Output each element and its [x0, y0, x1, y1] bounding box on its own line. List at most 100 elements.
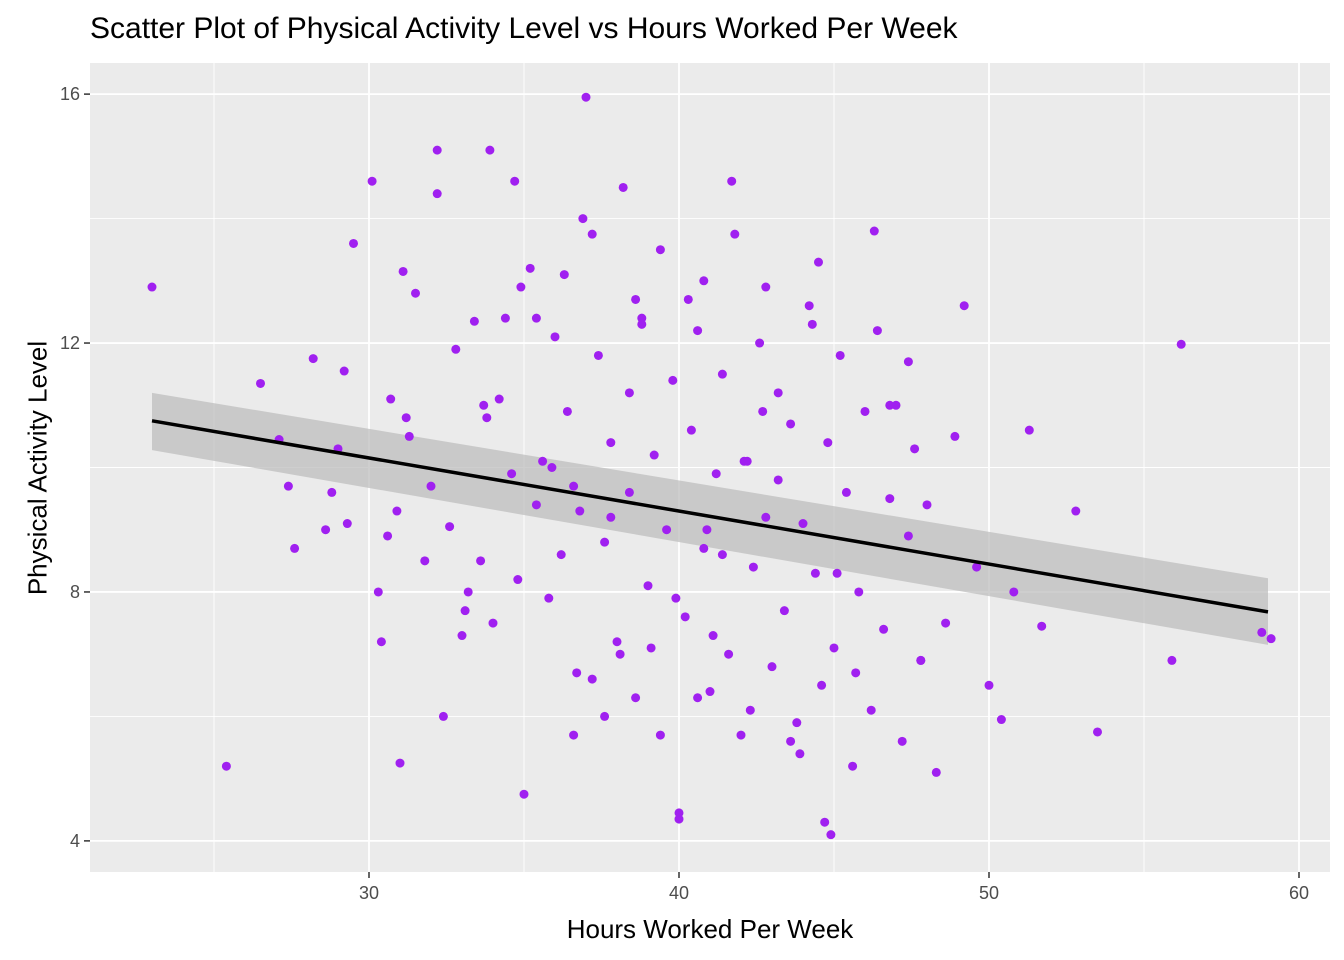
data-point	[516, 282, 526, 292]
data-point	[612, 637, 622, 647]
data-point	[903, 357, 913, 367]
data-point	[308, 354, 318, 364]
data-point	[674, 808, 684, 818]
data-point	[736, 730, 746, 740]
data-point	[615, 649, 625, 659]
data-point	[724, 649, 734, 659]
data-point	[569, 730, 579, 740]
data-point	[767, 662, 777, 672]
data-point	[587, 229, 597, 239]
data-point	[795, 749, 805, 759]
data-point	[708, 631, 718, 641]
data-point	[531, 500, 541, 510]
y-axis-ticks: 4 8 12 16	[60, 84, 90, 851]
data-point	[432, 189, 442, 199]
data-point	[832, 568, 842, 578]
data-point	[786, 736, 796, 746]
data-point	[476, 556, 486, 566]
data-point	[587, 674, 597, 684]
data-point	[683, 294, 693, 304]
data-point	[885, 494, 895, 504]
data-point	[646, 643, 656, 653]
data-point	[593, 350, 603, 360]
data-point	[711, 469, 721, 479]
data-point	[488, 618, 498, 628]
data-point	[885, 400, 895, 410]
data-point	[547, 463, 557, 472]
data-point	[693, 693, 703, 703]
data-point	[851, 668, 861, 678]
data-point	[1093, 727, 1102, 737]
x-tick-label: 40	[669, 883, 689, 903]
data-point	[841, 487, 851, 497]
data-point	[559, 270, 569, 280]
data-point	[383, 531, 393, 541]
x-tick-label: 60	[1289, 883, 1309, 903]
trend-line	[151, 419, 1269, 614]
data-point	[256, 378, 265, 388]
data-point	[872, 326, 882, 336]
data-point	[668, 375, 678, 385]
data-point	[810, 568, 820, 578]
data-point	[745, 705, 755, 715]
data-point	[1037, 621, 1047, 631]
data-point	[544, 593, 554, 603]
y-tick-label: 8	[70, 582, 80, 602]
data-point	[755, 338, 765, 348]
data-point	[321, 525, 331, 535]
data-point	[290, 543, 300, 553]
data-point	[773, 388, 783, 398]
data-point	[717, 369, 727, 379]
data-point	[807, 319, 817, 329]
data-point	[662, 525, 672, 535]
data-point	[761, 512, 771, 522]
data-point	[1024, 425, 1034, 435]
data-point	[804, 301, 814, 311]
data-point	[922, 500, 932, 510]
data-point	[339, 366, 349, 376]
data-point	[283, 481, 293, 491]
data-point	[869, 226, 879, 236]
data-point	[637, 313, 647, 323]
data-point	[866, 705, 876, 715]
data-point	[401, 413, 411, 423]
data-point	[817, 680, 827, 690]
data-point	[649, 450, 659, 460]
data-point	[367, 176, 377, 186]
data-point	[463, 587, 473, 597]
data-point	[556, 550, 566, 560]
data-point	[1167, 655, 1177, 665]
data-point	[479, 400, 489, 410]
data-point	[758, 406, 768, 416]
data-point	[699, 543, 709, 553]
data-point	[538, 456, 548, 466]
data-point	[572, 668, 582, 678]
data-point	[1071, 506, 1081, 516]
data-point	[525, 263, 535, 273]
data-point	[398, 266, 408, 276]
data-point	[575, 506, 585, 516]
data-point	[671, 593, 681, 603]
y-tick-label: 4	[70, 831, 80, 851]
data-point	[578, 214, 588, 224]
data-point	[1009, 587, 1019, 597]
data-point	[445, 522, 455, 532]
data-point	[655, 730, 665, 740]
data-point	[404, 431, 414, 441]
data-point	[792, 718, 802, 728]
x-tick-label: 30	[359, 883, 379, 903]
data-point	[510, 176, 520, 186]
data-point	[1266, 634, 1276, 644]
data-point	[550, 332, 560, 342]
data-point	[680, 612, 690, 622]
data-point	[618, 182, 628, 192]
data-point	[814, 257, 823, 267]
data-point	[637, 319, 647, 329]
data-point	[786, 419, 796, 429]
y-axis-label: Physical Activity Level	[22, 340, 53, 596]
data-point	[600, 537, 610, 547]
data-point	[705, 687, 715, 697]
data-point	[460, 606, 470, 616]
chart-title: Scatter Plot of Physical Activity Level …	[90, 12, 958, 45]
data-point	[342, 519, 352, 529]
